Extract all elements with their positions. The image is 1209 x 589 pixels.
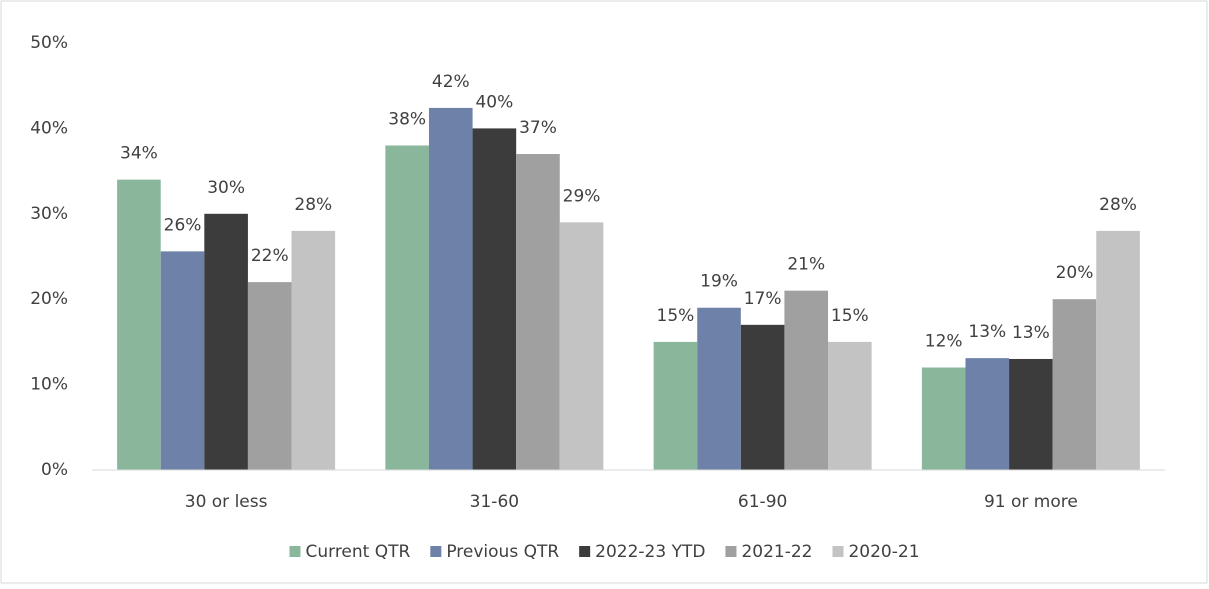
bar [697,307,741,470]
y-tick-label: 20% [30,289,68,309]
bar [428,107,473,471]
bar [740,324,785,470]
data-label: 17% [744,289,782,309]
bar [965,358,1010,470]
legend-swatch [832,546,844,557]
legend-label: Current QTR [305,542,410,562]
legend-label: 2022-23 YTD [595,542,705,562]
bar [385,145,429,471]
bar [559,222,604,470]
legend-label: 2020-21 [848,542,919,562]
bar [117,179,161,470]
data-label: 15% [657,306,695,326]
data-label: 26% [164,215,202,235]
bar [828,341,872,470]
data-label: 15% [831,306,869,326]
data-label: 40% [475,92,513,112]
bar [921,367,966,470]
bar [516,154,560,470]
data-label: 37% [519,118,557,138]
bar [472,128,517,470]
data-label: 42% [432,72,470,92]
y-tick-label: 50% [30,33,68,53]
legend-swatch [289,546,301,557]
y-tick-label: 30% [30,204,68,224]
bar [247,282,292,470]
y-tick-label: 10% [30,375,68,395]
legend-swatch [579,546,591,557]
legend-label: 2021-22 [741,542,812,562]
legend-swatch [725,546,737,557]
bar [653,341,698,470]
legend-swatch [430,546,442,557]
x-tick-label: 31-60 [470,492,519,512]
y-tick-label: 0% [41,460,68,480]
y-tick-label: 40% [30,118,68,138]
data-label: 13% [1012,323,1050,343]
bar [1009,358,1053,470]
bar [291,230,336,470]
bar [1052,299,1097,470]
data-label: 22% [251,246,289,266]
data-label: 34% [120,144,158,164]
data-label: 13% [968,322,1006,342]
data-label: 19% [700,272,738,292]
data-label: 29% [563,186,601,206]
legend-label: Previous QTR [446,542,559,562]
x-tick-label: 61-90 [738,492,787,512]
data-label: 20% [1056,263,1094,283]
bar [784,290,829,470]
data-label: 12% [925,332,963,352]
data-label: 30% [207,178,245,198]
bar [1096,230,1140,470]
bar [160,251,205,470]
x-tick-label: 30 or less [185,492,268,512]
bar [204,213,248,471]
x-tick-label: 91 or more [984,492,1078,512]
data-label: 28% [294,195,332,215]
data-label: 21% [787,255,825,275]
data-label: 28% [1099,195,1137,215]
data-label: 38% [388,109,426,129]
